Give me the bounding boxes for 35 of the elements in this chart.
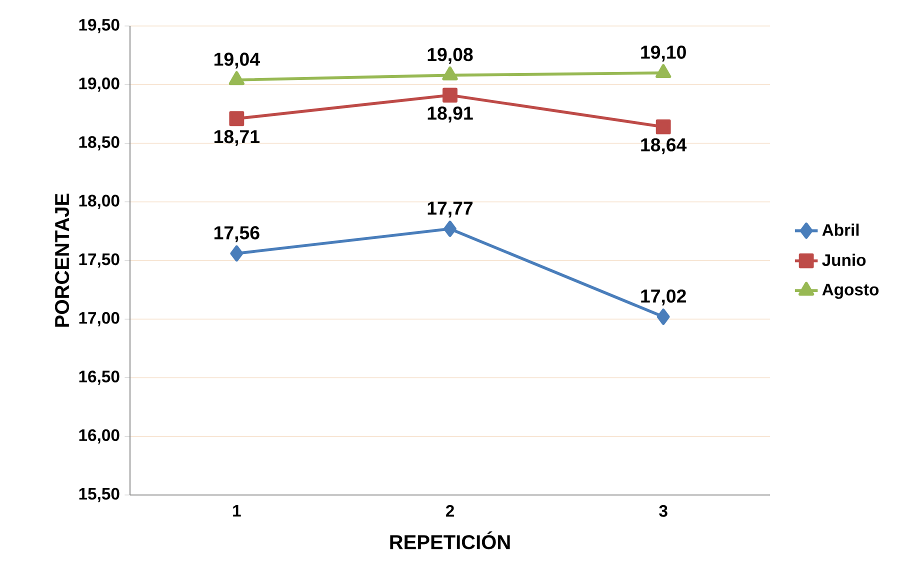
point [442,66,458,80]
y-axis-title: PORCENTAJE [54,194,70,327]
y-tick-label: 19,00 [79,78,120,92]
data-label: 19,10 [641,46,686,62]
data-label: 17,56 [214,226,260,242]
data-label: 17,77 [428,202,473,218]
legend-label: Abril [822,224,859,236]
legend-label: Junio [822,254,866,266]
x-axis-title: REPETICIÓN [390,531,510,550]
x-tick-label: 1 [233,505,241,516]
point [656,308,670,325]
y-tick-label: 18,00 [79,194,120,209]
data-label: 18,71 [214,130,260,146]
y-tick-label: 16,50 [79,370,120,385]
data-label: 17,02 [641,289,686,306]
data-label: 19,04 [214,52,260,69]
x-tick-label: 2 [446,505,454,517]
y-tick-label: 18,50 [79,136,120,150]
point [230,245,244,262]
y-tick-label: 17,00 [79,312,120,326]
point [228,71,244,86]
point [656,119,671,134]
point [444,220,456,237]
y-tick-label: 16,00 [79,429,120,444]
data-label: 18,64 [641,138,687,154]
point [229,111,244,126]
legend-label: Agosto [822,284,879,299]
y-tick-label: 19,50 [79,18,120,34]
point [442,88,458,103]
y-tick-label: 17,50 [79,253,120,268]
y-tick-label: 15,50 [79,488,120,502]
point [656,64,672,78]
data-label: 18,91 [428,106,473,122]
x-tick-label: 3 [659,505,668,517]
data-label: 19,08 [428,48,473,64]
